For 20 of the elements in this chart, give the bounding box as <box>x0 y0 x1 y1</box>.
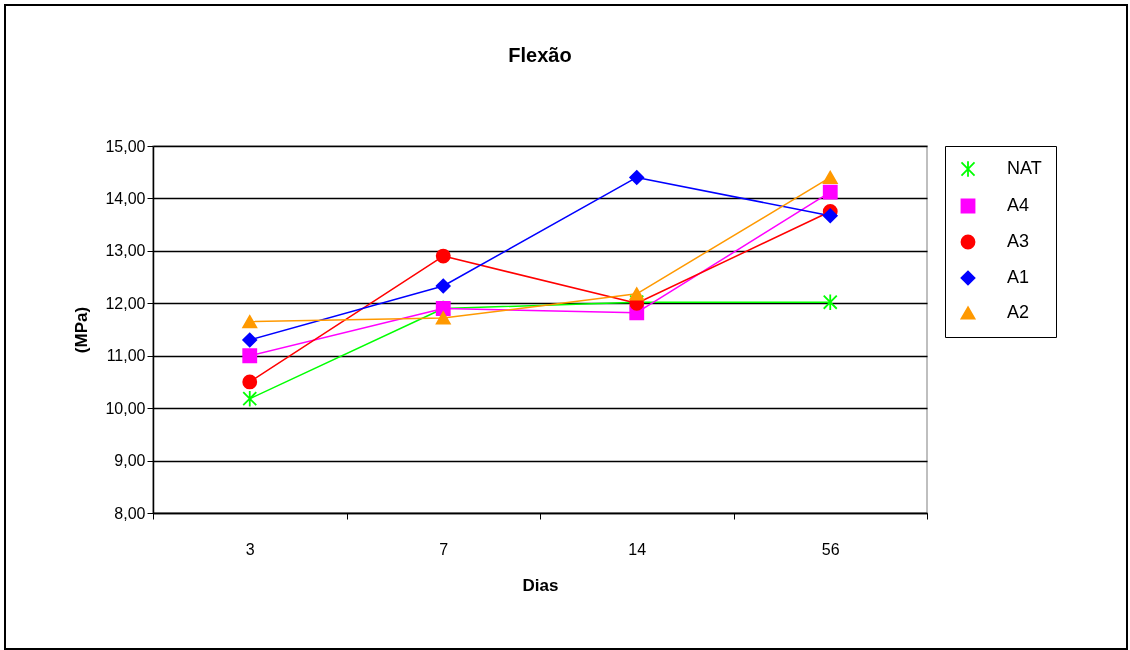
y-axis-title: (MPa) <box>72 306 92 354</box>
x-tick-label: 14 <box>628 540 647 558</box>
legend-label: NAT <box>1007 158 1042 178</box>
x-axis-title: Dias <box>522 575 559 595</box>
legend-label: A3 <box>1007 231 1030 251</box>
y-tick-label: 12,00 <box>105 294 146 312</box>
legend-label: A1 <box>1007 267 1030 287</box>
x-tick-label: 3 <box>245 540 255 558</box>
y-tick-label: 10,00 <box>105 399 146 417</box>
y-tick-label: 14,00 <box>105 189 146 207</box>
chart-title: Flexão <box>508 44 572 66</box>
legend-label: A2 <box>1007 302 1030 322</box>
y-tick-label: 15,00 <box>105 137 146 155</box>
x-tick-label: 7 <box>439 540 449 558</box>
x-tick-label: 56 <box>821 540 840 558</box>
y-tick-label: 9,00 <box>114 452 146 470</box>
y-tick-label: 8,00 <box>114 504 146 522</box>
legend-label: A4 <box>1007 195 1030 215</box>
y-tick-label: 13,00 <box>105 242 146 260</box>
y-tick-label: 11,00 <box>106 347 146 365</box>
